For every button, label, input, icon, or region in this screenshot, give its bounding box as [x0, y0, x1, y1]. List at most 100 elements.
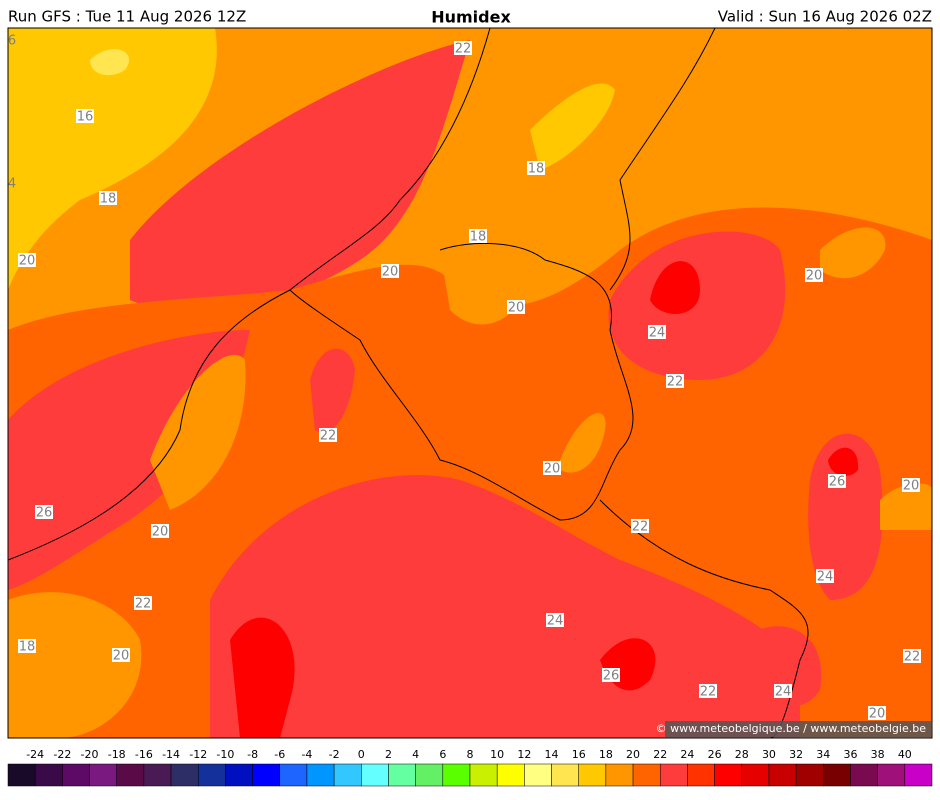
contour-label: 26: [36, 506, 53, 521]
contour-label-box: [816, 569, 834, 583]
colorbar-swatch: [524, 763, 552, 787]
contour-label: 20: [869, 707, 886, 722]
contour-label-box: [699, 684, 717, 698]
colorbar-swatch: [388, 763, 416, 787]
colorbar-swatch: [116, 763, 145, 787]
contour-label: 24: [775, 685, 792, 700]
colorbar-tick-label: 22: [653, 748, 667, 761]
contour-label: 16: [77, 110, 94, 125]
colorbar-swatch: [850, 763, 878, 787]
contour-label-box: [543, 461, 561, 475]
contour-label: 18: [100, 192, 117, 207]
contour-label: 20: [903, 479, 920, 494]
contour-label: 22: [632, 520, 649, 535]
contour-label-box: [805, 268, 823, 282]
colorbar-swatch: [469, 763, 498, 787]
contour-label-box: [112, 648, 130, 662]
title: Humidex: [431, 8, 511, 27]
contour-label: 22: [667, 375, 684, 390]
colorbar-swatch: [496, 763, 525, 787]
contour-label-box: [602, 668, 620, 682]
colorbar-swatch: [442, 763, 471, 787]
colorbar-tick-label: 32: [789, 748, 803, 761]
contour-label-box: [134, 596, 152, 610]
contour-label: 20: [113, 649, 130, 664]
colorbar-swatch: [415, 763, 444, 787]
contour-label-box: [35, 505, 53, 519]
colorbar-swatch: [768, 763, 797, 787]
colorbar-tick-label: -10: [216, 748, 234, 761]
colorbar-swatch: [197, 763, 226, 787]
colorbar-swatch: [34, 763, 63, 787]
contour-label-box: [507, 300, 525, 314]
contour-label-box: [903, 649, 921, 663]
contour-label: 24: [817, 570, 834, 585]
colorbar-swatch: [7, 763, 36, 787]
colorbar-swatch: [687, 763, 715, 787]
colorbar-tick-label: 18: [599, 748, 613, 761]
contour-label-box: [648, 325, 666, 339]
colorbar-swatch: [632, 763, 661, 787]
colorbar-tick-label: -18: [108, 748, 126, 761]
colorbar-tick-label: 40: [898, 748, 912, 761]
contour-label: 20: [152, 525, 169, 540]
colorbar-tick-label: 12: [517, 748, 531, 761]
contour-label-box: [469, 229, 487, 243]
contour-label: 22: [455, 42, 472, 57]
colorbar-swatch: [551, 763, 579, 787]
colorbar-swatch: [170, 763, 199, 787]
colorbar-tick-label: -4: [301, 748, 312, 761]
colorbar-tick-label: -12: [189, 748, 207, 761]
colorbar-swatch: [659, 763, 688, 787]
contour-label: 22: [320, 429, 337, 444]
colorbar-swatch: [361, 763, 389, 787]
colorbar-tick-label: -16: [135, 748, 153, 761]
contour-label: 20: [806, 269, 823, 284]
colorbar-swatch: [333, 763, 362, 787]
contour-label-box: [902, 478, 920, 492]
colorbar-swatch: [578, 763, 607, 787]
colorbar-swatch: [877, 763, 906, 787]
colorbar-tick-label: 34: [816, 748, 830, 761]
colorbar-tick-label: 6: [439, 748, 446, 761]
contour-label-box: [18, 639, 36, 653]
colorbar-swatch: [89, 763, 117, 787]
run-label: Run GFS : Tue 11 Aug 2026 12Z: [8, 8, 246, 26]
colorbar-tick-label: 16: [572, 748, 586, 761]
map-frame: [7, 27, 933, 739]
colorbar-swatch: [823, 763, 851, 787]
copyright: © www.meteobelgique.be / www.meteobelgie…: [656, 722, 927, 735]
contour-label: 4: [8, 177, 16, 192]
contour-label-box: [666, 374, 684, 388]
contour-label: 18: [470, 230, 487, 245]
contour-label-box: [774, 684, 792, 698]
colorbar-tick-label: 30: [762, 748, 776, 761]
colorbar-tick-label: -6: [274, 748, 285, 761]
contour-label-box: [527, 161, 545, 175]
contour-label-box: [319, 428, 337, 442]
colorbar-swatch: [714, 763, 743, 787]
colorbar-swatch: [252, 763, 281, 787]
colorbar-tick-label: -22: [53, 748, 71, 761]
contour-label: 24: [547, 614, 564, 629]
contour-label: 22: [135, 597, 152, 612]
contour-label: 20: [382, 265, 399, 280]
contour-label-box: [868, 706, 886, 720]
contour-label: 22: [904, 650, 921, 665]
colorbar-tick-label: -24: [26, 748, 44, 761]
contour-label-box: [828, 474, 846, 488]
contour-label-box: [18, 253, 36, 267]
contour-label-box: [631, 519, 649, 533]
colorbar-tick-label: 38: [871, 748, 885, 761]
contour-label: 22: [700, 685, 717, 700]
colorbar-swatch: [225, 763, 253, 787]
colorbar: -24 -22 -20 -18 -16 -14 -12 -10 -8 -6 -4 -2 0 2 4 6 8 10 1…: [7, 748, 933, 787]
contour-label: 18: [528, 162, 545, 177]
colorbar-tick-label: 28: [735, 748, 749, 761]
contour-label: 24: [649, 326, 666, 341]
contour-label-box: [99, 191, 117, 205]
colorbar-tick-label: -20: [81, 748, 99, 761]
colorbar-tick-label: 2: [385, 748, 392, 761]
contour-label: 20: [544, 462, 561, 477]
contour-label: 20: [19, 254, 36, 269]
